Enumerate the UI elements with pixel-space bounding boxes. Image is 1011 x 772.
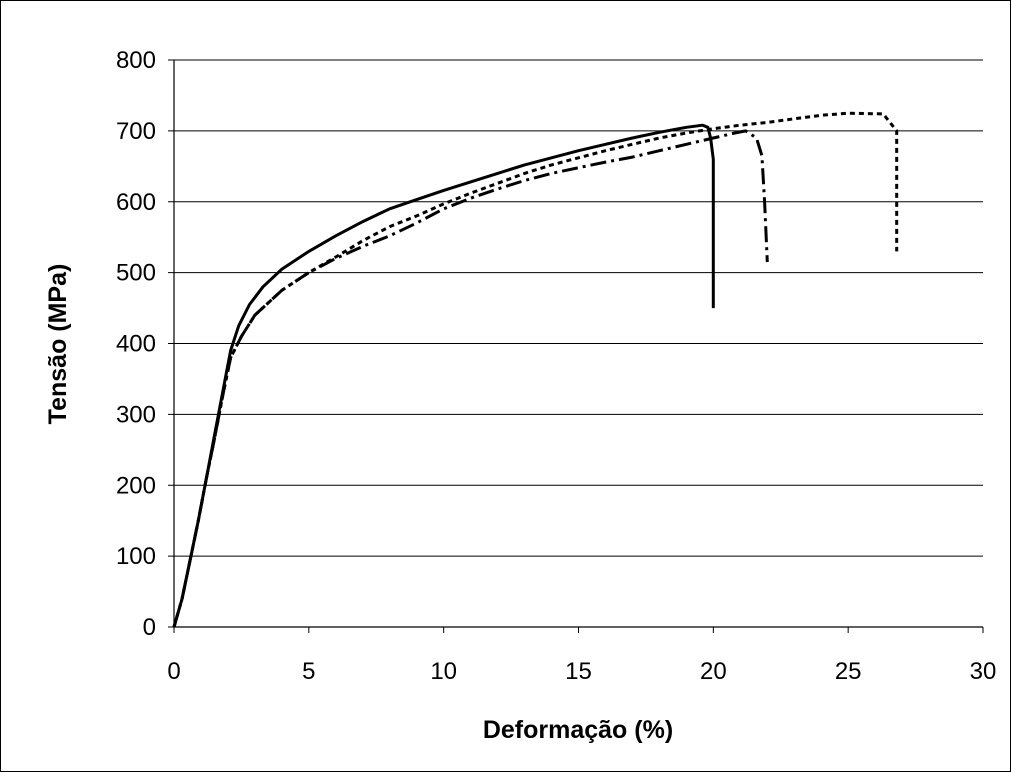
tick-labels: 0 100 200 300 400 500 600 700 800 0 5 10 15 20 25 30 xyxy=(116,47,996,685)
y-tick-label: 700 xyxy=(116,118,156,145)
y-tick-label: 600 xyxy=(116,189,156,216)
y-tick-label: 400 xyxy=(116,331,156,358)
y-axis-title: Tensão (MPa) xyxy=(44,264,72,425)
x-tick-label: 20 xyxy=(700,658,727,685)
x-tick-label: 30 xyxy=(970,658,997,685)
series-line-2-dash-dot xyxy=(172,129,769,628)
x-axis-title: Deformação (%) xyxy=(483,716,673,744)
x-tick-label: 25 xyxy=(835,658,862,685)
y-tick-label: 200 xyxy=(116,472,156,499)
y-tick-label: 500 xyxy=(116,260,156,287)
x-tick-label: 15 xyxy=(565,658,592,685)
y-tick-label: 100 xyxy=(116,543,156,570)
series-group xyxy=(172,111,899,628)
x-tick-label: 10 xyxy=(430,658,457,685)
axes xyxy=(168,59,984,633)
grid-lines xyxy=(174,59,983,557)
y-tick-label: 800 xyxy=(116,47,156,74)
y-tick-label: 0 xyxy=(143,614,156,641)
x-tick-label: 5 xyxy=(302,658,315,685)
x-tick-label: 0 xyxy=(167,658,180,685)
y-tick-label: 300 xyxy=(116,401,156,428)
